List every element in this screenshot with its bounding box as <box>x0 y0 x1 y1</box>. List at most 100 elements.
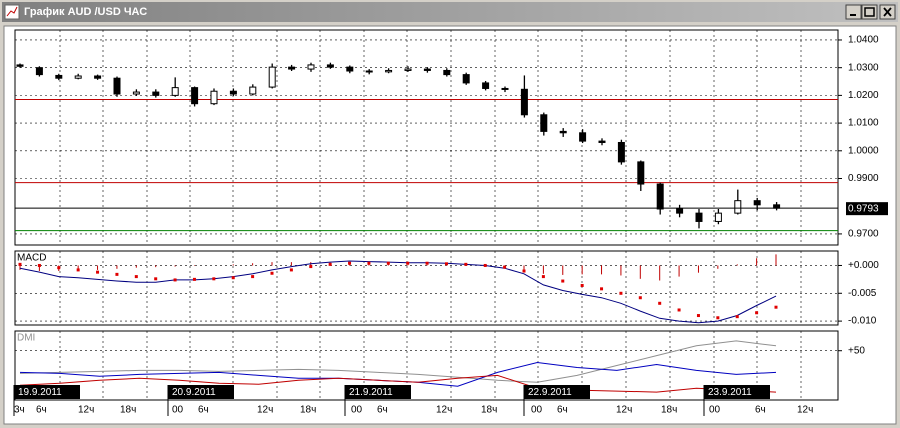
candle-body <box>365 70 373 73</box>
hour-label: 12ч <box>78 405 94 416</box>
candle-body <box>714 212 722 222</box>
signal-dot <box>57 266 61 270</box>
candle-body <box>617 141 625 163</box>
signal-dot <box>503 265 507 269</box>
signal-dot <box>774 305 778 309</box>
candle-body <box>346 66 354 72</box>
candle-body <box>249 86 257 95</box>
y-tick-label: -0.010 <box>848 316 877 327</box>
close-button[interactable] <box>879 4 896 20</box>
candle-body <box>326 64 334 68</box>
signal-dot <box>755 311 759 315</box>
signal-dot <box>638 296 642 300</box>
date-label: 20.9.2011 <box>172 387 216 398</box>
hour-label: 18ч <box>120 405 136 416</box>
signal-dot <box>115 272 119 276</box>
window-title: График AUD /USD ЧАС <box>24 6 147 18</box>
candle-body <box>229 90 237 95</box>
date-box <box>704 385 770 399</box>
signal-dot <box>154 277 158 281</box>
hour-label: 6ч <box>755 405 766 416</box>
signal-dot <box>444 262 448 266</box>
date-box <box>14 385 80 399</box>
candle-body <box>152 91 160 96</box>
hour-label: 6ч <box>198 405 209 416</box>
signal-dot <box>735 315 739 319</box>
hour-label: 12ч <box>436 405 452 416</box>
hour-label: 12ч <box>616 405 632 416</box>
hour-label: 00 <box>531 405 543 416</box>
signal-dot <box>696 314 700 318</box>
minimize-button[interactable] <box>845 4 862 20</box>
candle-body <box>16 64 24 67</box>
candle-body <box>695 212 703 222</box>
signal-dot <box>37 263 41 267</box>
signal-dot <box>192 277 196 281</box>
panel-border <box>14 330 839 401</box>
signal-dot <box>716 316 720 320</box>
hour-label: 12ч <box>797 405 813 416</box>
candle-body <box>676 208 684 214</box>
signal-dot <box>348 261 352 265</box>
candle-body <box>307 64 315 70</box>
candle-body <box>559 130 567 134</box>
signal-dot <box>134 275 138 279</box>
candle-body <box>132 91 140 95</box>
candle-body <box>579 132 587 142</box>
y-tick-label: 1.0200 <box>848 90 879 101</box>
hour-label: 18ч <box>481 405 497 416</box>
y-tick-label: +50 <box>848 345 865 356</box>
hour-label: 00 <box>351 405 363 416</box>
signal-dot <box>600 287 604 291</box>
signal-dot <box>619 291 623 295</box>
candle-body <box>74 75 82 79</box>
signal-dot <box>425 261 429 265</box>
candle-body <box>520 88 528 116</box>
y-tick-label: 1.0400 <box>848 35 879 46</box>
signal-dot <box>658 301 662 305</box>
candle-body <box>501 87 509 90</box>
candle-body <box>753 200 761 206</box>
date-label: 19.9.2011 <box>18 387 62 398</box>
candle-body <box>35 67 43 76</box>
signal-dot <box>406 261 410 265</box>
y-tick-label: +0.000 <box>848 260 879 271</box>
date-box <box>524 385 590 399</box>
signal-dot <box>289 268 293 272</box>
candle-body <box>462 74 470 84</box>
window-icon-line <box>6 6 18 17</box>
panel-label: MACD <box>17 253 46 264</box>
signal-dot <box>18 262 22 266</box>
signal-dot <box>483 263 487 267</box>
last-price-box <box>846 202 888 216</box>
y-tick-label: 0.9700 <box>848 229 879 240</box>
y-tick-label: -0.005 <box>848 288 877 299</box>
maximize-button[interactable] <box>861 4 878 20</box>
hour-label: 00 <box>172 405 184 416</box>
signal-dot <box>96 270 100 274</box>
hour-label: 18ч <box>300 405 316 416</box>
candle-body <box>423 68 431 71</box>
indicator-line <box>19 260 777 324</box>
candle-body <box>191 87 199 105</box>
signal-dot <box>677 308 681 312</box>
hour-label: 6ч <box>377 405 388 416</box>
y-tick-label: 1.0000 <box>848 145 879 156</box>
candle-body <box>171 87 179 96</box>
panel-label: DMI <box>17 333 35 344</box>
signal-dot <box>541 275 545 279</box>
signal-dot <box>464 262 468 266</box>
hour-label: 3ч <box>14 405 25 416</box>
date-label: 23.9.2011 <box>708 387 752 398</box>
y-tick-label: 1.0100 <box>848 118 879 129</box>
signal-dot <box>309 265 313 269</box>
signal-dot <box>328 262 332 266</box>
signal-dot <box>251 275 255 279</box>
candle-body <box>210 90 218 105</box>
panel-border <box>14 29 839 246</box>
title-bar <box>2 2 898 22</box>
y-tick-label: 0.9900 <box>848 173 879 184</box>
candle-body <box>385 69 393 73</box>
